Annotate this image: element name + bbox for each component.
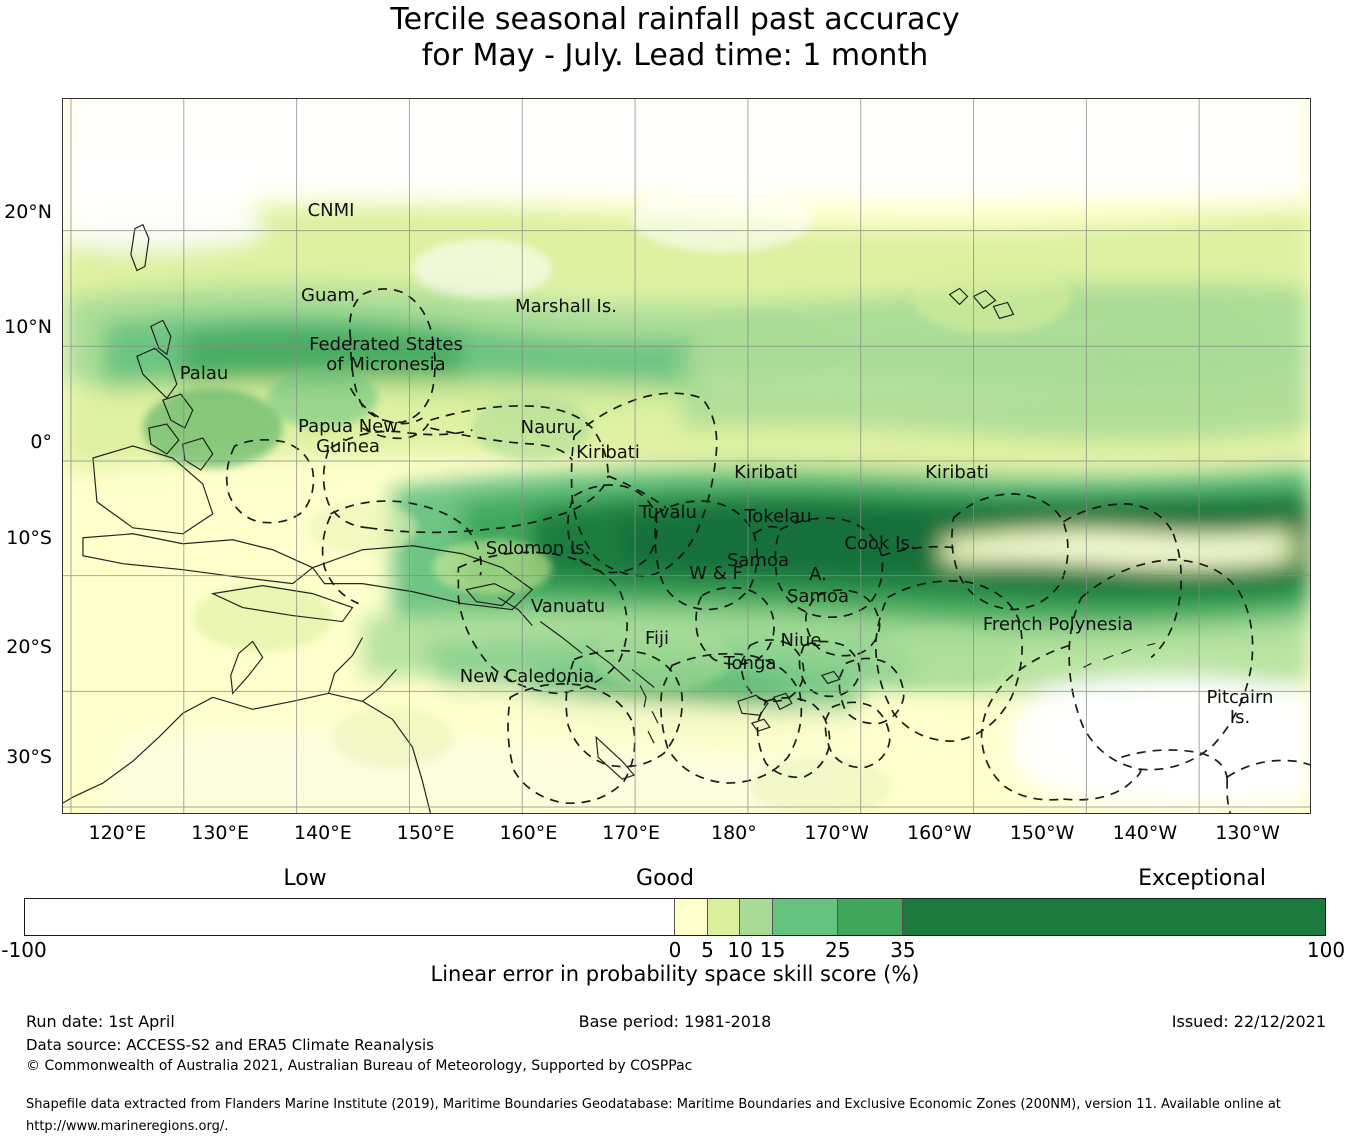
colorbar-tick-label: 5 — [701, 938, 714, 962]
map-plot-area — [62, 98, 1311, 814]
colorbar-quality-label: Good — [636, 866, 694, 891]
y-axis-tick-label: 10°N — [4, 316, 52, 338]
y-axis-tick-label: 30°S — [6, 746, 52, 768]
y-axis-tick-label: 10°S — [6, 527, 52, 549]
x-axis-tick-label: 170°W — [804, 822, 869, 844]
base-period: Base period: 1981-2018 — [578, 1012, 772, 1031]
map-figure — [62, 98, 1311, 814]
x-axis-tick-label: 160°E — [499, 822, 558, 844]
x-axis-tick-label: 180° — [710, 822, 757, 844]
y-axis-tick-label: 20°N — [4, 201, 52, 223]
data-source: Data source: ACCESS-S2 and ERA5 Climate … — [26, 1036, 434, 1054]
x-axis-tick-label: 150°E — [396, 822, 455, 844]
colorbar-segment — [675, 899, 708, 935]
colorbar-tick-label: 25 — [825, 938, 851, 962]
issued-date: Issued: 22/12/2021 — [1171, 1012, 1326, 1031]
colorbar — [24, 898, 1326, 936]
title-line-1: Tercile seasonal rainfall past accuracy — [390, 2, 960, 37]
x-axis-tick-label: 140°E — [293, 822, 352, 844]
y-axis-tick-label: 0° — [30, 431, 52, 453]
colorbar-segment — [902, 899, 1325, 935]
colorbar-segment — [707, 899, 740, 935]
colorbar-title: Linear error in probability space skill … — [430, 962, 920, 986]
colorbar-gradient — [24, 898, 1326, 936]
skill-score-heatmap — [63, 99, 1310, 813]
x-axis-tick-label: 120°E — [88, 822, 147, 844]
colorbar-quality-label: Exceptional — [1138, 866, 1266, 891]
x-axis-tick-label: 130°W — [1215, 822, 1280, 844]
colorbar-segment — [772, 899, 838, 935]
shapefile-credit-line-2: http://www.marineregions.org/. — [26, 1119, 229, 1134]
colorbar-segment — [740, 899, 773, 935]
x-axis-tick-label: 150°W — [1009, 822, 1075, 844]
page-title: Tercile seasonal rainfall past accuracy … — [0, 0, 1350, 74]
colorbar-tick-label: 10 — [727, 938, 753, 962]
colorbar-segment — [25, 899, 675, 935]
colorbar-tick-label: -100 — [1, 938, 47, 962]
x-axis-tick-label: 140°W — [1112, 822, 1178, 844]
colorbar-tick-label: 35 — [890, 938, 916, 962]
run-date: Run date: 1st April — [26, 1012, 175, 1031]
copyright: © Commonwealth of Australia 2021, Austra… — [26, 1058, 693, 1074]
colorbar-tick-label: 0 — [668, 938, 682, 962]
colorbar-tick-label: 15 — [759, 938, 786, 962]
shapefile-credit-line-1: Shapefile data extracted from Flanders M… — [26, 1097, 1281, 1112]
title-line-2: for May - July. Lead time: 1 month — [421, 38, 929, 73]
x-axis-tick-label: 130°E — [191, 822, 250, 844]
x-axis-tick-label: 170°E — [602, 822, 661, 844]
y-axis-tick-label: 20°S — [6, 636, 52, 658]
x-axis-tick-label: 160°W — [907, 822, 972, 844]
colorbar-segment — [837, 899, 903, 935]
footer: Run date: 1st April Base period: 1981-20… — [0, 1012, 1350, 1134]
colorbar-tick-label: 100 — [1306, 938, 1346, 962]
colorbar-quality-label: Low — [283, 866, 327, 891]
